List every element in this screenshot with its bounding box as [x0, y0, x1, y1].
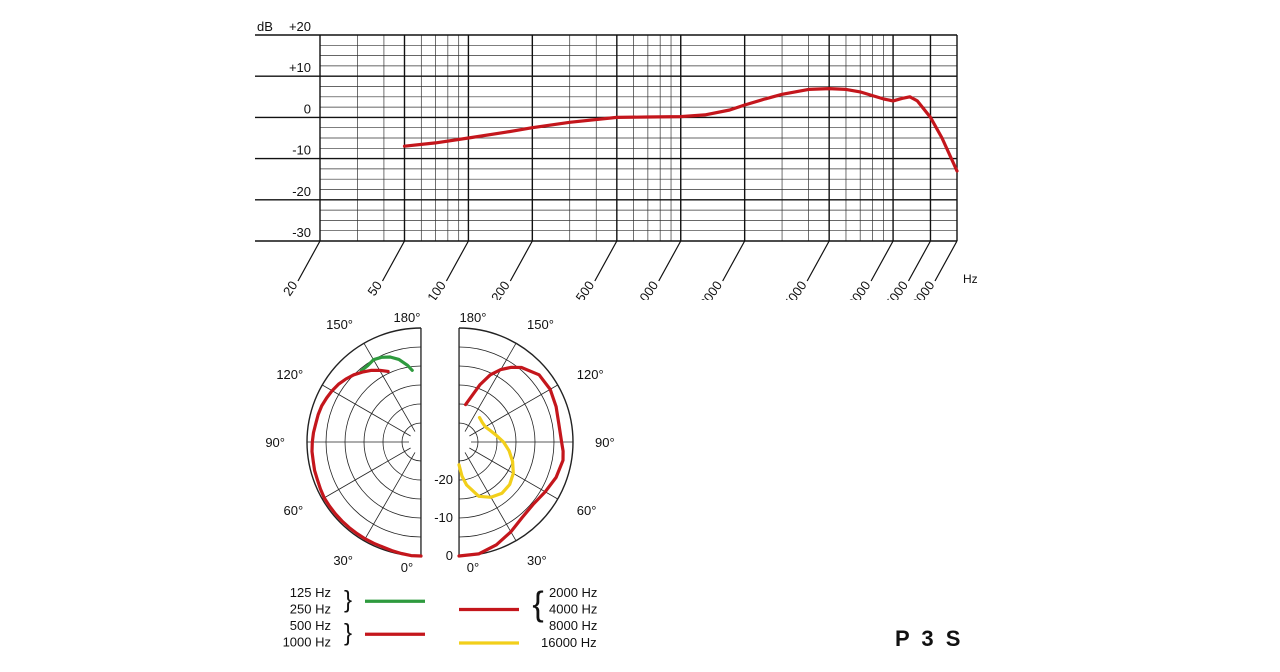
polar-spoke: [363, 452, 416, 541]
y-tick-label: -10: [292, 143, 311, 158]
polar-curve: [310, 368, 423, 558]
axis-tick: [870, 240, 894, 282]
x-tick-label: 100: [424, 278, 449, 300]
polar-spoke: [322, 384, 411, 437]
x-tick-label: 500: [573, 278, 598, 300]
x-tick-label: 200: [488, 278, 513, 300]
x-tick-label: 10000: [841, 278, 874, 300]
legend-brace: }: [344, 619, 352, 646]
datasheet: +20 +10 0 -10 -20 -30 dB 20 50 100 200 500 1000 2000 5…: [245, 0, 1025, 672]
legend-label: 16000 Hz: [541, 635, 597, 650]
legend-label: 4000 Hz: [549, 602, 597, 617]
axis-tick: [722, 240, 746, 282]
x-tick-label: 5000: [781, 278, 810, 300]
angle-label: 0°: [401, 560, 413, 575]
axis-tick: [381, 240, 406, 282]
y-tick-label: +20: [289, 19, 311, 34]
polar-curve: [359, 355, 414, 373]
polar-spoke: [363, 343, 416, 432]
x-tick-label: 50: [364, 278, 385, 298]
legend-label: 1000 Hz: [283, 635, 331, 650]
response-curve: [402, 86, 959, 173]
model-name: P 3 S: [895, 626, 964, 651]
angle-label: 150°: [326, 317, 353, 332]
polar-pattern-chart: 180° 150° 120° 90° 60° 30° 0° 180° 150° 120° 90° 60…: [265, 308, 615, 650]
legend-label: 500 Hz: [290, 618, 331, 633]
axis-tick: [806, 240, 830, 282]
polar-spoke: [469, 384, 558, 437]
angle-label: 30°: [333, 553, 353, 568]
x-tick-label: 2000: [696, 278, 725, 300]
center-hub: [434, 436, 446, 448]
radial-label: -10: [434, 510, 453, 525]
axis-tick: [934, 240, 958, 282]
axis-tick: [658, 240, 682, 282]
polar-curve: [457, 365, 565, 558]
angle-label: 90°: [595, 435, 615, 450]
frequency-response-chart: +20 +10 0 -10 -20 -30 dB 20 50 100 200 500 1000 2000 5…: [255, 19, 978, 300]
axis-tick: [509, 240, 533, 282]
radial-label: -20: [434, 472, 453, 487]
polar-spoke: [464, 343, 517, 432]
axis-tick: [907, 240, 931, 282]
angle-label: 0°: [467, 560, 479, 575]
angle-label: 180°: [394, 310, 421, 325]
angle-label: 150°: [527, 317, 554, 332]
angle-label: 120°: [577, 367, 604, 382]
legend-brace: }: [344, 586, 352, 613]
angle-label: 30°: [527, 553, 547, 568]
x-axis-label: Hz: [963, 272, 978, 286]
angle-label: 60°: [577, 503, 597, 518]
angle-label: 90°: [265, 435, 285, 450]
axis-tick: [445, 240, 469, 282]
angle-label: 120°: [276, 367, 303, 382]
legend-label: 125 Hz: [290, 585, 331, 600]
polar-curve: [457, 415, 515, 499]
legend-label: 2000 Hz: [549, 585, 597, 600]
legend-label: 250 Hz: [290, 602, 331, 617]
angle-label: 180°: [460, 310, 487, 325]
y-tick-label: -20: [292, 184, 311, 199]
x-tick-label: 1000: [632, 278, 661, 300]
x-tick-label: 20: [280, 278, 301, 298]
polar-spoke: [322, 447, 411, 500]
legend-label: 8000 Hz: [549, 618, 597, 633]
x-tick-label: 15000: [878, 278, 911, 300]
y-tick-label: 0: [304, 101, 311, 116]
y-axis-label: dB: [257, 19, 273, 34]
x-tick-label: 20000: [904, 278, 937, 300]
radial-label: 0: [446, 548, 453, 563]
axis-tick: [297, 240, 321, 282]
y-tick-label: +10: [289, 60, 311, 75]
angle-label: 60°: [284, 503, 304, 518]
legend-brace: {: [532, 586, 543, 624]
y-tick-label: -30: [292, 225, 311, 240]
axis-tick: [594, 240, 618, 282]
